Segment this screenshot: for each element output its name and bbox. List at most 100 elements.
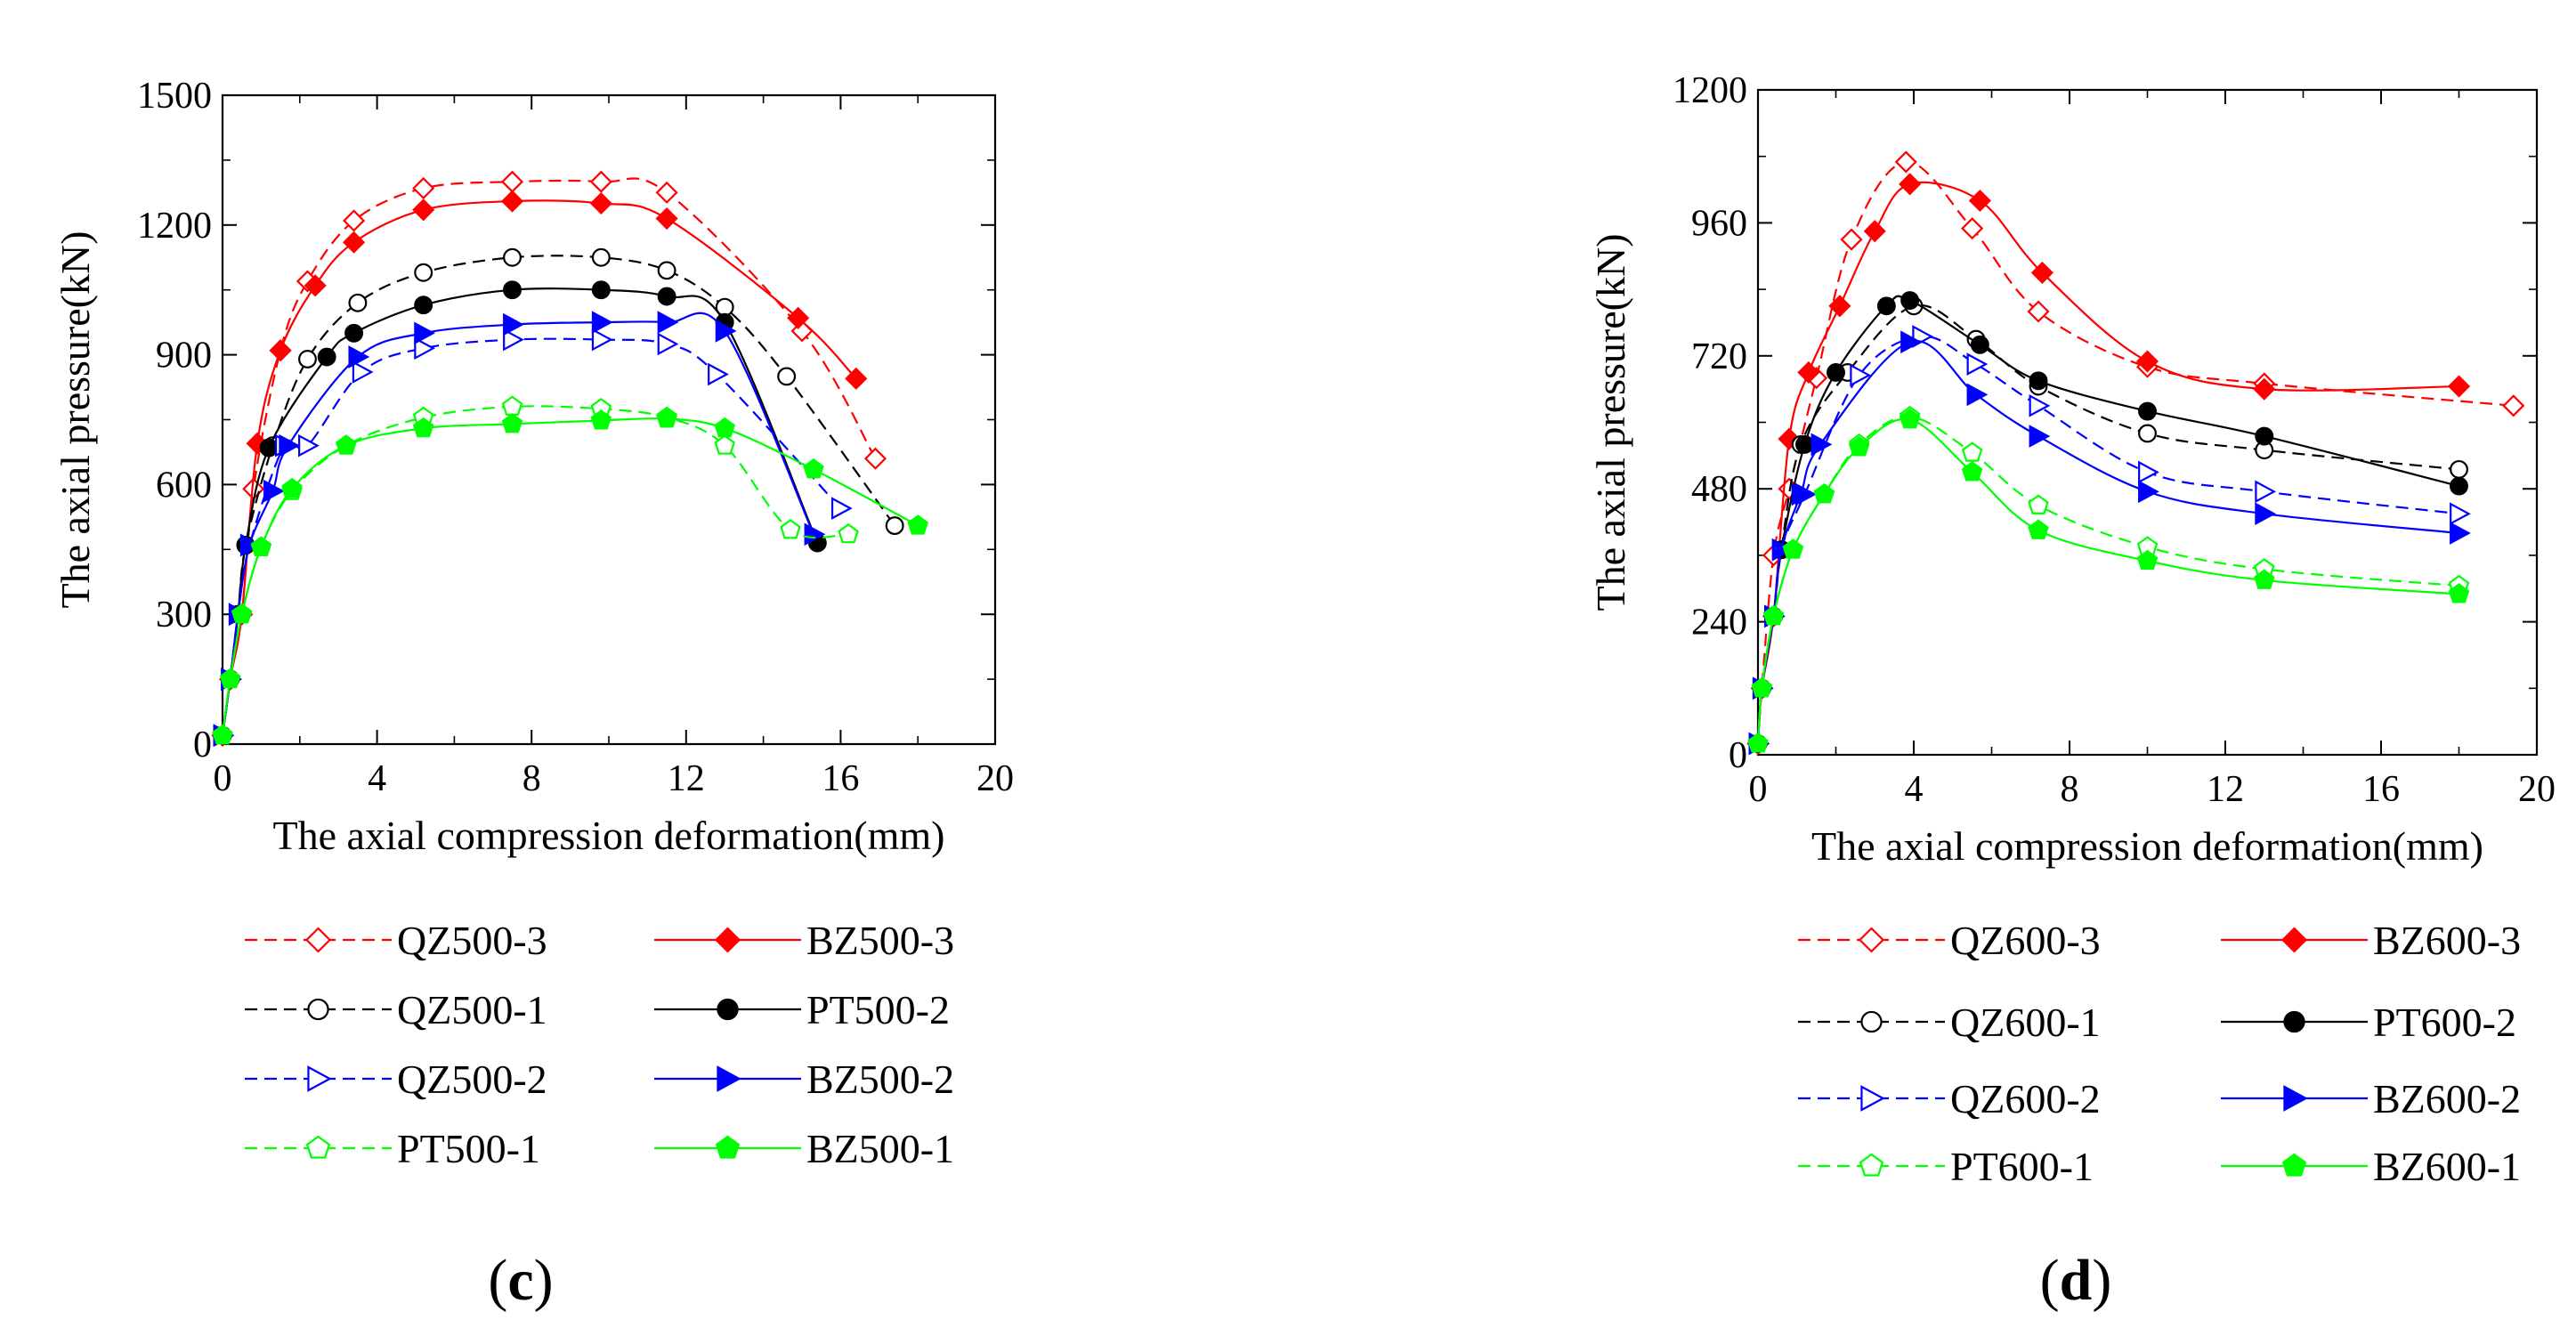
data-point-QZ500-2 <box>830 497 853 520</box>
legend-label: BZ500-2 <box>806 1057 954 1102</box>
data-point-BZ500-2 <box>657 311 679 334</box>
data-point-BZ600-1 <box>1747 733 1769 753</box>
legend-marker <box>1859 1153 1884 1177</box>
data-point-QZ600-1 <box>2450 459 2468 479</box>
data-point-BZ500-3 <box>304 274 327 297</box>
data-point-QZ500-1 <box>298 350 317 368</box>
series-line-PT500-1 <box>221 405 849 736</box>
data-point-BZ500-3 <box>412 198 435 222</box>
legend-label: QZ600-3 <box>1950 918 2101 963</box>
data-point-QZ500-3 <box>343 209 366 232</box>
data-point-QZ500-2 <box>503 328 524 352</box>
legend-marker <box>714 927 741 953</box>
data-point-PT600-1 <box>2028 494 2049 514</box>
legend-label: BZ500-3 <box>806 918 954 963</box>
data-point-PT600-2 <box>1970 335 1989 354</box>
legend-marker <box>307 1065 332 1092</box>
data-point-QZ600-2 <box>2138 460 2159 484</box>
data-point-BZ500-2 <box>348 345 370 368</box>
series-line-QZ500-2 <box>221 337 842 736</box>
series-line-QZ600-2 <box>1756 335 2459 744</box>
data-point-BZ600-1 <box>1848 436 1870 457</box>
data-point-BZ600-1 <box>2028 519 2049 539</box>
y-tick-label: 960 <box>1691 203 1747 244</box>
data-point-PT500-2 <box>414 296 433 315</box>
legend-item-BZ600-2: BZ600-2 <box>2221 1076 2521 1121</box>
data-point-QZ500-1 <box>657 261 676 280</box>
data-point-QZ600-1 <box>2138 424 2157 443</box>
y-tick-label: 1200 <box>137 206 212 247</box>
data-point-BZ600-2 <box>1771 538 1794 562</box>
y-tick-label: 1500 <box>137 76 212 117</box>
legend-item-QZ500-1: QZ500-1 <box>245 987 547 1032</box>
legend-item-BZ500-1: BZ500-1 <box>654 1126 954 1171</box>
legend-marker <box>305 1135 331 1159</box>
x-tick-label: 0 <box>214 758 232 799</box>
data-point-BZ500-3 <box>500 190 524 213</box>
y-tick-label: 1200 <box>1673 70 1747 111</box>
y-tick-label: 480 <box>1691 469 1747 510</box>
data-point-BZ600-1 <box>2136 549 2159 571</box>
series-BZ600-3 <box>1746 173 2471 756</box>
data-point-BZ600-3 <box>1797 360 1820 385</box>
data-point-PT600-2 <box>1876 296 1896 316</box>
data-point-QZ500-1 <box>591 247 611 267</box>
legend-marker <box>2283 1010 2305 1033</box>
data-point-BZ600-2 <box>2450 522 2471 545</box>
data-point-BZ500-1 <box>907 514 928 535</box>
data-point-QZ600-2 <box>2029 393 2051 417</box>
data-point-QZ600-3 <box>1961 217 1984 240</box>
data-point-PT600-2 <box>1900 291 1920 310</box>
data-point-QZ600-2 <box>1850 363 1872 387</box>
data-point-BZ600-1 <box>1751 676 1773 698</box>
series-line-PT600-2 <box>1756 295 2459 744</box>
series-QZ600-2 <box>1748 325 2471 756</box>
data-point-BZ500-1 <box>412 417 434 438</box>
legend-label: QZ600-1 <box>1950 1000 2101 1045</box>
legend: QZ500-3 BZ500-3 QZ500-1 PT500-2 QZ500-2 BZ500… <box>245 918 954 1171</box>
data-point-QZ500-3 <box>589 170 612 193</box>
legend-marker <box>715 1135 741 1159</box>
data-point-BZ600-2 <box>1900 330 1922 354</box>
legend-item-PT600-2: PT600-2 <box>2221 1000 2516 1045</box>
data-point-PT600-2 <box>2029 371 2048 391</box>
series-line-BZ500-1 <box>221 417 919 736</box>
legend-marker <box>2281 1153 2307 1177</box>
x-tick-label: 8 <box>2061 769 2079 810</box>
legend-marker <box>717 1065 741 1092</box>
data-point-BZ500-2 <box>591 311 613 334</box>
data-point-BZ500-3 <box>269 339 292 362</box>
legend-item-PT500-1: PT500-1 <box>245 1126 540 1171</box>
data-point-BZ500-1 <box>803 458 824 479</box>
data-point-BZ500-1 <box>590 409 612 430</box>
data-point-BZ600-1 <box>1782 538 1804 559</box>
data-point-BZ500-1 <box>219 668 241 689</box>
series-PT600-1 <box>1747 405 2470 753</box>
series-line-QZ500-3 <box>221 177 877 736</box>
series-line-QZ600-3 <box>1756 160 2514 744</box>
x-tick-label: 8 <box>522 758 541 799</box>
legend-marker <box>717 998 739 1021</box>
data-point-BZ500-1 <box>281 477 303 498</box>
legend-item-QZ500-3: QZ500-3 <box>245 918 547 963</box>
data-point-QZ500-2 <box>591 328 613 352</box>
data-point-BZ600-2 <box>2029 425 2051 448</box>
legend-label: PT500-1 <box>397 1126 540 1171</box>
data-point-PT600-2 <box>2255 426 2274 446</box>
data-point-BZ500-1 <box>250 536 272 556</box>
data-point-BZ500-2 <box>239 533 262 557</box>
legend-marker <box>2283 1085 2308 1112</box>
data-point-BZ500-1 <box>336 434 357 455</box>
data-point-PT500-2 <box>259 438 279 457</box>
data-point-QZ500-3 <box>863 447 887 470</box>
data-point-QZ500-2 <box>414 336 435 360</box>
series-line-PT600-1 <box>1756 416 2459 744</box>
data-point-QZ600-3 <box>1840 228 1863 251</box>
legend-marker <box>304 927 332 953</box>
legend-label: QZ600-2 <box>1950 1076 2101 1121</box>
data-point-PT500-2 <box>657 287 676 306</box>
data-point-BZ500-3 <box>655 206 678 231</box>
panel-label: (c) <box>488 1248 553 1313</box>
series-line-BZ600-1 <box>1756 417 2459 744</box>
